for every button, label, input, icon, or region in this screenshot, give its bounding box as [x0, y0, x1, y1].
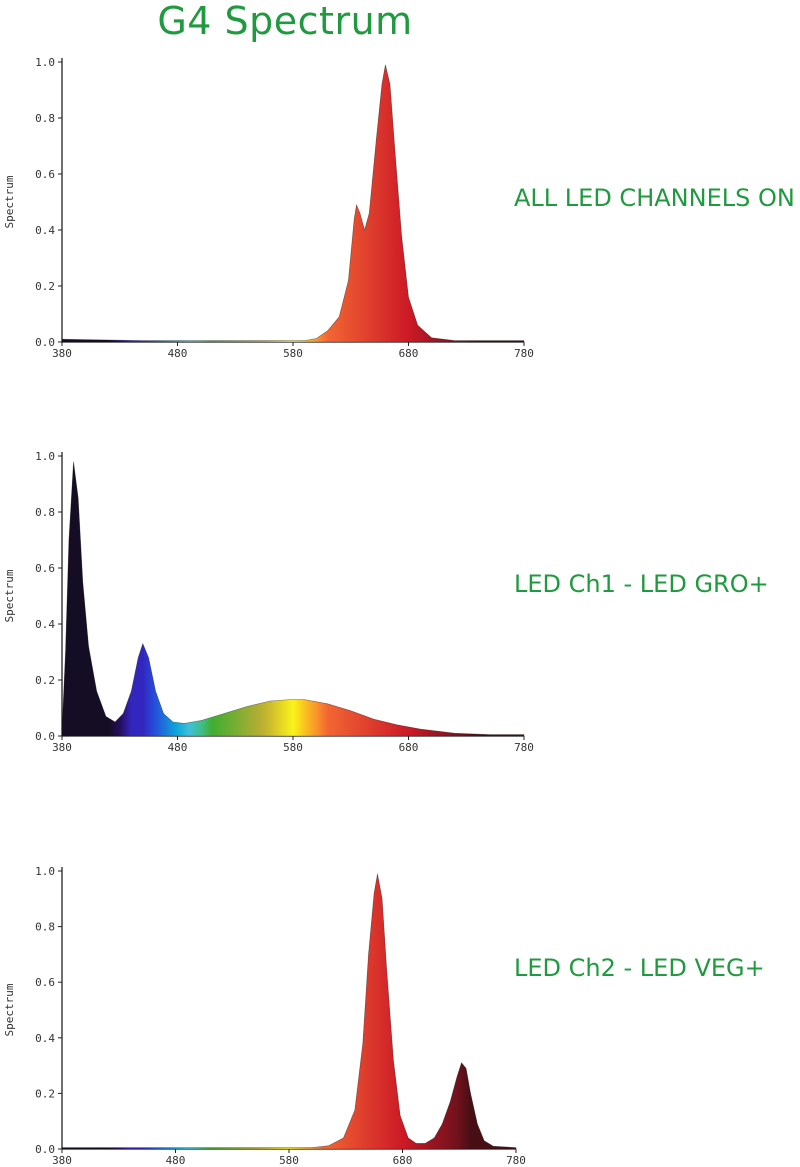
y-tick-label: 0.4: [35, 224, 55, 237]
x-tick-label: 480: [168, 347, 188, 360]
y-tick-label: 0.0: [35, 730, 55, 743]
y-tick-label: 0.2: [35, 674, 55, 687]
x-tick-label: 680: [399, 741, 419, 754]
spectrum-area: [61, 461, 525, 737]
y-axis-label: Spectrum: [3, 175, 16, 228]
chart-caption-all-channels: ALL LED CHANNELS ON: [514, 184, 795, 212]
x-tick-label: 580: [279, 1154, 299, 1167]
x-tick-label: 780: [514, 741, 534, 754]
y-tick-label: 0.6: [35, 168, 55, 181]
y-tick-label: 0.0: [35, 336, 55, 349]
x-tick-label: 680: [393, 1154, 413, 1167]
y-tick-label: 0.8: [35, 921, 55, 934]
x-tick-label: 480: [168, 741, 188, 754]
x-tick-label: 680: [399, 347, 419, 360]
y-tick-label: 0.6: [35, 562, 55, 575]
y-tick-label: 0.2: [35, 280, 55, 293]
y-tick-label: 0.8: [35, 506, 55, 519]
spectrum-area: [61, 873, 517, 1150]
y-axis-label: Spectrum: [3, 983, 16, 1036]
y-tick-label: 0.8: [35, 112, 55, 125]
spectrum-chart-all-channels: 0.0 0.2 0.4 0.6 0.8 1.0 380 480 580 680 780 Spectru…: [3, 56, 534, 360]
y-tick-label: 0.6: [35, 976, 55, 989]
chart-panel-all-channels: 0.0 0.2 0.4 0.6 0.8 1.0 380 480 580 680 780 Spectru…: [0, 40, 800, 380]
y-tick-label: 0.4: [35, 1032, 55, 1045]
y-tick-label: 0.2: [35, 1087, 55, 1100]
x-tick-label: 380: [52, 741, 72, 754]
spectrum-chart-veg: 0.0 0.2 0.4 0.6 0.8 1.0 380 480 580 680 780 Spectru…: [3, 865, 526, 1167]
x-tick-label: 380: [52, 1154, 72, 1167]
chart-caption-veg: LED Ch2 - LED VEG+: [514, 954, 765, 982]
x-tick-label: 580: [283, 741, 303, 754]
chart-caption-gro: LED Ch1 - LED GRO+: [514, 570, 769, 598]
x-tick-label: 480: [166, 1154, 186, 1167]
x-tick-label: 580: [283, 347, 303, 360]
chart-panel-gro: 0.0 0.2 0.4 0.6 0.8 1.0 380 480 580 680 780 Spectru…: [0, 434, 800, 774]
spectrum-chart-gro: 0.0 0.2 0.4 0.6 0.8 1.0 380 480 580 680 780 Spectru…: [3, 450, 534, 754]
chart-panel-veg: 0.0 0.2 0.4 0.6 0.8 1.0 380 480 580 680 780 Spectru…: [0, 848, 800, 1167]
x-tick-label: 780: [514, 347, 534, 360]
y-tick-label: 0.0: [35, 1143, 55, 1156]
y-tick-label: 0.4: [35, 618, 55, 631]
x-tick-label: 780: [506, 1154, 526, 1167]
y-tick-label: 1.0: [35, 56, 55, 69]
y-axis-label: Spectrum: [3, 569, 16, 622]
y-tick-label: 1.0: [35, 865, 55, 878]
x-tick-label: 380: [52, 347, 72, 360]
spectrum-area: [61, 64, 525, 343]
page-title: G4 Spectrum: [157, 0, 413, 43]
y-tick-label: 1.0: [35, 450, 55, 463]
